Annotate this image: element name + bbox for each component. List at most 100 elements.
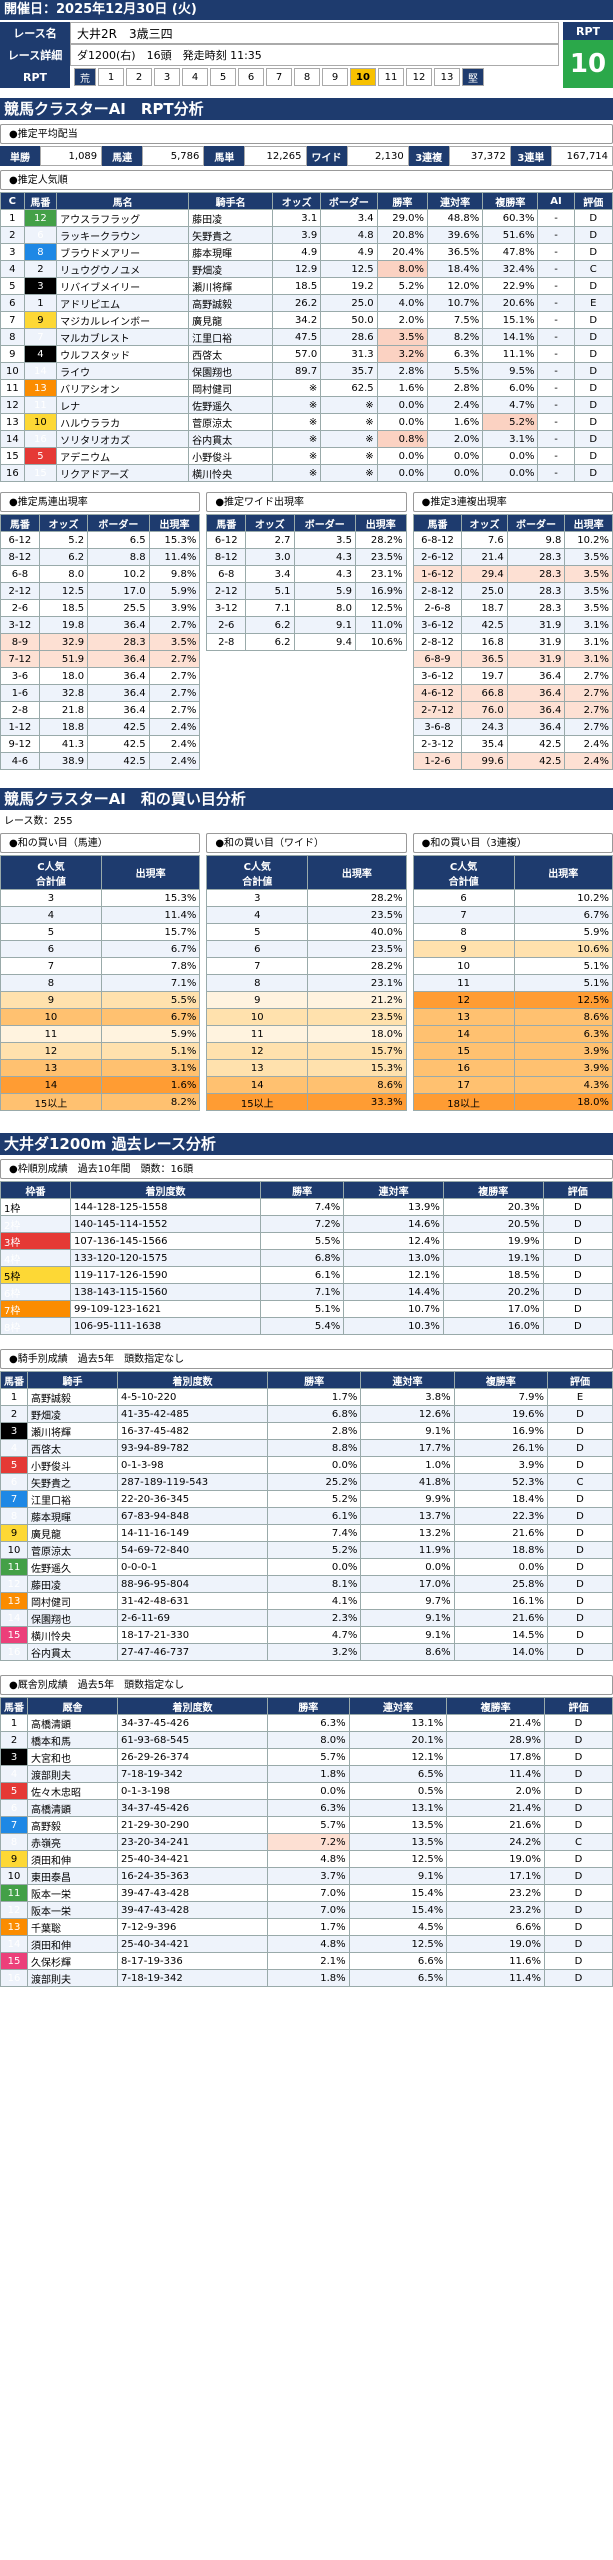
- sum-cell: 11: [0, 1025, 102, 1043]
- popularity-header: 馬番: [23, 192, 58, 210]
- person-cell: 27-47-46-737: [117, 1643, 268, 1661]
- person-cell: 15.4%: [348, 1901, 448, 1919]
- person-cell: 須田和伸: [27, 1850, 118, 1868]
- sum-cell: 5: [206, 923, 309, 941]
- person-cell: 21.6%: [453, 1609, 548, 1627]
- person-cell: 25-40-34-421: [117, 1935, 268, 1953]
- popularity-cell: 5.2%: [482, 413, 539, 431]
- popularity-cell: 0.0%: [376, 447, 429, 465]
- person-row: 15 久保杉輝 8-17-19-336 2.1% 6.6% 11.6% D: [0, 1952, 613, 1970]
- sum-cell: 23.5%: [307, 906, 407, 924]
- person-row: 8 藤本現暉 67-83-94-848 6.1% 13.7% 22.3% D: [0, 1507, 613, 1525]
- popularity-cell: 0.0%: [376, 464, 429, 482]
- popularity-cell: 野畑凌: [188, 260, 274, 278]
- sum-cell: 8: [0, 974, 102, 992]
- person-cell: 15.4%: [348, 1884, 448, 1902]
- frame-cell: 140-145-114-1552: [70, 1215, 261, 1233]
- person-cell: 菅原涼太: [27, 1541, 118, 1559]
- prob-cell: 5.9%: [148, 582, 201, 600]
- person-cell: D: [546, 1643, 613, 1661]
- popularity-cell: 13: [23, 379, 58, 397]
- date-label: 開催日：2025年12月30日 (火): [4, 2, 197, 17]
- frame-cell: 5.5%: [259, 1232, 345, 1250]
- person-cell: 7.4%: [266, 1524, 362, 1542]
- prob-cell: 8.8: [87, 548, 150, 566]
- popularity-cell: -: [537, 328, 575, 346]
- race-count: レース数：255: [4, 816, 73, 827]
- sum-row: 15以上 8.2%: [0, 1093, 201, 1111]
- popularity-cell: 11: [23, 396, 58, 414]
- sum-cell: 16: [412, 1059, 515, 1077]
- person-cell: 9.1%: [360, 1609, 455, 1627]
- popularity-cell: ソリタリオカズ: [56, 430, 190, 448]
- person-cell: 11.4%: [446, 1969, 545, 1987]
- person-cell: 9.7%: [360, 1592, 455, 1610]
- sum-wide-table: C人気 合計値 出現率 3 28.2% 4 23.5% 5 40.0% 6 23.5% 7 28.2% 8…: [206, 855, 407, 1111]
- sum-row: 12 15.7%: [206, 1042, 407, 1060]
- prob-cell: 4-6-12: [412, 684, 463, 702]
- sum-row: 5 40.0%: [206, 923, 407, 941]
- person-cell: 14.5%: [453, 1626, 548, 1644]
- person-cell: 31-42-48-631: [117, 1592, 268, 1610]
- jockey-table: 馬番 騎手 着別度数 勝率 連対率 複勝率 評価 1 高野誠毅 4-5-10-220 1.7% 3.8…: [0, 1371, 613, 1661]
- person-header: 評価: [543, 1697, 613, 1715]
- person-cell: 23.2%: [446, 1901, 545, 1919]
- sum-cell: 17: [412, 1076, 515, 1094]
- prob-row: 2-3-12 35.4 42.5 2.4%: [412, 735, 613, 753]
- popularity-cell: 12.9: [272, 260, 322, 278]
- prob-cell: 2.7%: [148, 616, 201, 634]
- prob-row: 3-12 19.8 36.4 2.7%: [0, 616, 201, 634]
- prob-cell: 6.2: [245, 616, 295, 634]
- person-row: 10 東田泰昌 16-24-35-363 3.7% 9.1% 17.1% D: [0, 1867, 613, 1885]
- person-cell: 矢野貴之: [27, 1473, 118, 1491]
- prob-header: 出現率: [354, 514, 407, 532]
- sum-header-line: 合計値: [448, 876, 479, 888]
- person-cell: 18.4%: [453, 1490, 548, 1508]
- person-row: 6 高橋清顕 34-37-45-426 6.3% 13.1% 21.4% D: [0, 1799, 613, 1817]
- umaren-title: ●推定馬連出現率: [0, 492, 201, 512]
- page-header: 開催日：2025年12月30日 (火): [0, 0, 613, 20]
- sum-cell: 18.0%: [307, 1025, 407, 1043]
- person-header: 騎手: [27, 1371, 118, 1389]
- person-cell: 9: [0, 1524, 28, 1542]
- sum-cell: 6.7%: [513, 906, 613, 924]
- sum-tables: ●和の買い目（馬連） C人気 合計値 出現率 3 15.3% 4 11.4% 5 15.7% 6 6.…: [0, 829, 613, 1111]
- frame-cell: 19.9%: [442, 1232, 544, 1250]
- frame-cell: 19.1%: [442, 1249, 544, 1267]
- race-info: レース名 大井2R 3歳三四 レース詳細 ダ1200(右) 16頭 発走時刻 1…: [0, 22, 613, 92]
- person-cell: D: [546, 1524, 613, 1542]
- popularity-cell: アデニウム: [56, 447, 190, 465]
- popularity-cell: 15: [0, 447, 25, 465]
- prob-cell: 19.7: [461, 667, 508, 685]
- person-cell: D: [546, 1626, 613, 1644]
- person-cell: 7: [0, 1816, 28, 1834]
- person-cell: 67-83-94-848: [117, 1507, 268, 1525]
- sum-cell: 7: [206, 957, 309, 975]
- popularity-cell: 2.8%: [427, 379, 484, 397]
- prob-cell: 2-6-8: [412, 599, 463, 617]
- person-cell: 4-5-10-220: [117, 1388, 268, 1406]
- person-cell: 3.9%: [453, 1456, 548, 1474]
- sum-cell: 10: [412, 957, 515, 975]
- person-header: 着別度数: [117, 1697, 268, 1715]
- sum-umaren-title: ●和の買い目（馬連）: [0, 833, 201, 853]
- popularity-cell: 0.0%: [376, 396, 429, 414]
- sum-row: 13 8.6%: [412, 1008, 613, 1026]
- prob-cell: 36.5: [461, 650, 508, 668]
- payout-label: 馬単: [204, 146, 245, 166]
- popularity-cell: 6.0%: [482, 379, 539, 397]
- popularity-cell: 14: [23, 362, 58, 380]
- sum-row: 8 23.1%: [206, 974, 407, 992]
- popularity-cell: 12: [0, 396, 25, 414]
- sum-cell: 15: [412, 1042, 515, 1060]
- person-cell: 14: [0, 1609, 28, 1627]
- prob-row: 6-12 2.7 3.5 28.2%: [206, 531, 407, 549]
- person-row: 13 千葉聡 7-12-9-396 1.7% 4.5% 6.6% D: [0, 1918, 613, 1936]
- prob-cell: 9.4: [293, 633, 356, 651]
- frame-cell: 13.9%: [343, 1198, 444, 1216]
- rpt-label: RPT: [0, 66, 70, 88]
- sum-cell: 6.3%: [513, 1025, 613, 1043]
- prob-cell: 11.4%: [148, 548, 201, 566]
- prob-cell: 99.6: [461, 752, 508, 770]
- popularity-cell: ※: [272, 379, 322, 397]
